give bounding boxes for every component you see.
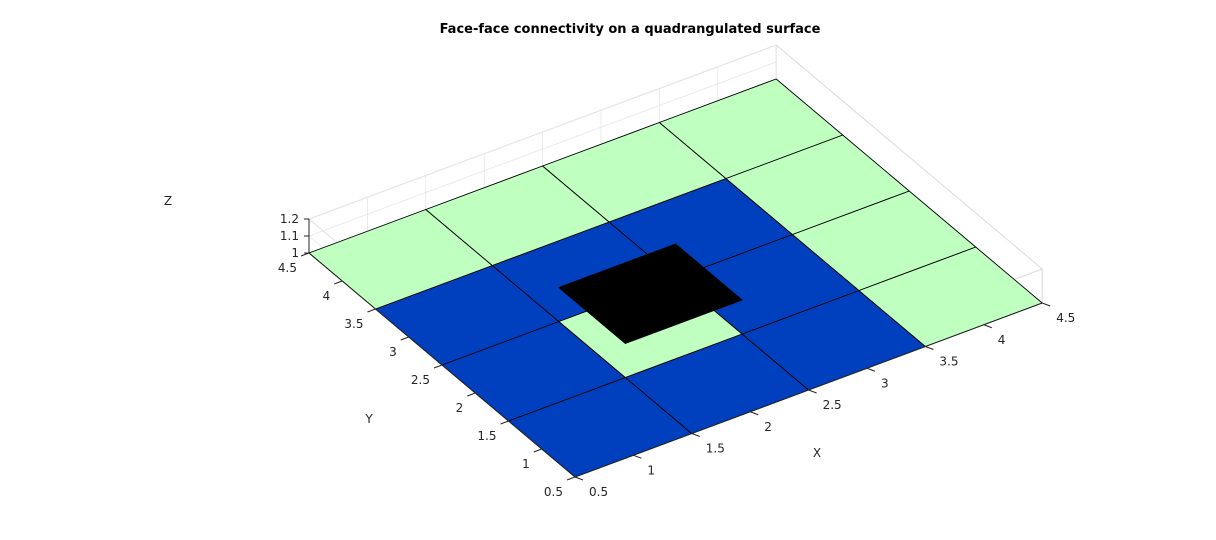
x-tick-mark <box>691 433 700 437</box>
y-tick-mark <box>500 420 509 425</box>
y-tick-label: 4.5 <box>278 261 297 275</box>
z-axis-label: Z <box>164 194 172 208</box>
y-tick-label: 4 <box>323 289 331 303</box>
y-tick-mark <box>467 392 476 397</box>
x-tick-label: 2.5 <box>823 398 842 412</box>
box-edge <box>775 44 1043 270</box>
x-tick-label: 1.5 <box>706 442 725 456</box>
x-tick-label: 4.5 <box>1056 311 1075 325</box>
x-tick-mark <box>633 454 642 459</box>
z-tick-label: 1.2 <box>280 212 299 226</box>
y-tick-label: 0.5 <box>544 485 563 499</box>
x-tick-label: 1 <box>647 463 655 477</box>
grid-line <box>308 44 777 220</box>
x-tick-mark <box>866 367 876 372</box>
x-tick-label: 2 <box>764 420 772 434</box>
y-tick-label: 3.5 <box>344 317 363 331</box>
face-selected <box>557 243 743 345</box>
x-tick-mark <box>574 476 584 481</box>
x-tick-mark <box>808 389 817 394</box>
chart-title: Face-face connectivity on a quadrangulat… <box>440 22 821 37</box>
y-tick-label: 1 <box>522 457 530 471</box>
z-tick-label: 1.1 <box>280 229 299 243</box>
z-tick-label: 1 <box>291 246 299 260</box>
x-tick-mark <box>925 346 934 350</box>
x-tick-label: 3 <box>881 376 889 390</box>
y-tick-mark <box>334 280 343 285</box>
y-tick-label: 2 <box>456 401 464 415</box>
y-tick-mark <box>533 448 542 453</box>
grid-line <box>308 61 777 237</box>
y-axis-label: Y <box>364 412 373 426</box>
x-tick-label: 0.5 <box>589 485 608 499</box>
x-tick-mark <box>1042 302 1051 307</box>
face-other <box>658 78 844 180</box>
x-axis-label: X <box>813 446 821 460</box>
mesh-faces <box>308 78 1044 478</box>
y-tick-mark <box>400 336 409 341</box>
tick-labels: 0.511.522.533.544.50.511.522.533.544.511… <box>278 212 1075 499</box>
y-tick-mark <box>367 308 376 313</box>
y-tick-label: 1.5 <box>477 429 496 443</box>
x-tick-label: 4 <box>998 333 1006 347</box>
x-tick-mark <box>750 411 759 416</box>
x-tick-mark <box>983 324 992 329</box>
y-tick-label: 2.5 <box>411 373 430 387</box>
y-tick-mark <box>566 476 576 481</box>
x-tick-label: 3.5 <box>939 355 958 369</box>
y-tick-label: 3 <box>389 345 397 359</box>
y-tick-mark <box>433 364 443 369</box>
